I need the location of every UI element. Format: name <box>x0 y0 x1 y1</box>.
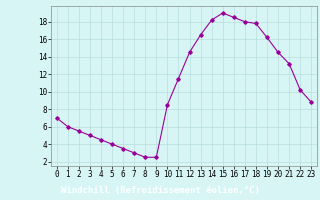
Text: Windchill (Refroidissement éolien,°C): Windchill (Refroidissement éolien,°C) <box>60 186 260 196</box>
